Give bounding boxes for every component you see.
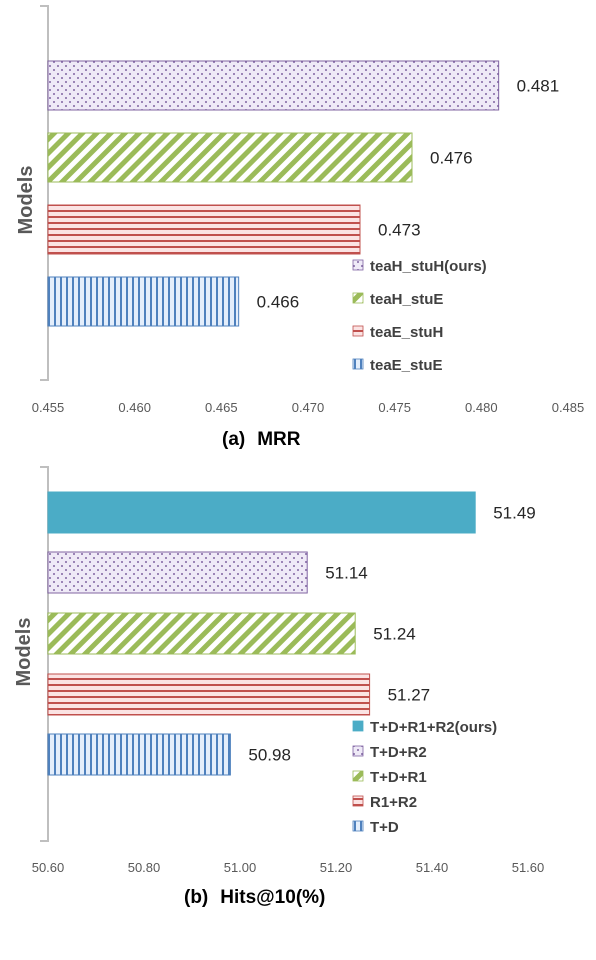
legend-swatch — [352, 745, 364, 757]
data-label: 0.466 — [257, 293, 300, 312]
panel-b: Models 51.49 51.14 51.24 51.27 50.98 50.60 50… — [13, 466, 545, 908]
legend-entry: teaH_stuE — [370, 291, 443, 308]
x-tick-label: 51.40 — [416, 860, 449, 875]
data-label: 51.27 — [388, 686, 431, 705]
caption: (a) MRR — [222, 429, 301, 450]
y-axis-label: Models — [15, 166, 37, 235]
legend-swatch — [352, 795, 364, 807]
data-label: 0.476 — [430, 149, 473, 168]
x-tick-label: 51.60 — [512, 860, 545, 875]
legend-entry: teaE_stuH — [370, 324, 443, 341]
x-tick-label: 0.455 — [32, 400, 65, 415]
panel-a: Models 0.481 0.476 0.473 0.466 0.455 0.460 0.… — [15, 5, 585, 450]
bar — [47, 673, 371, 716]
caption-title: MRR — [257, 429, 301, 450]
x-tick-label: 50.60 — [32, 860, 65, 875]
data-label: 50.98 — [248, 746, 291, 765]
bar — [47, 491, 476, 534]
bar — [47, 733, 231, 776]
bar — [47, 276, 240, 327]
data-label: 51.49 — [493, 504, 536, 523]
x-tick-label: 0.465 — [205, 400, 238, 415]
x-tick-label: 51.20 — [320, 860, 353, 875]
caption-title: Hits@10(%) — [220, 887, 325, 908]
legend-swatch — [352, 820, 364, 832]
legend-entry: T+D+R1+R2(ours) — [370, 719, 497, 736]
x-tick-label: 0.475 — [378, 400, 411, 415]
data-label: 51.24 — [373, 625, 416, 644]
caption-prefix: (a) — [222, 429, 245, 450]
legend-swatch — [352, 259, 364, 271]
x-tick-label: 51.00 — [224, 860, 257, 875]
legend-entry: T+D+R1 — [370, 769, 427, 786]
x-tick-label: 0.470 — [292, 400, 325, 415]
legend-swatch — [352, 358, 364, 370]
legend-swatch — [352, 292, 364, 304]
legend-swatch — [352, 720, 364, 732]
legend-entry: T+D+R2 — [370, 744, 427, 761]
bar — [47, 132, 413, 183]
x-tick-label: 0.480 — [465, 400, 498, 415]
bar — [47, 612, 356, 655]
data-label: 0.473 — [378, 221, 421, 240]
bar — [47, 204, 361, 255]
y-axis-bracket — [40, 5, 49, 381]
bar — [47, 60, 500, 111]
x-tick-label: 0.485 — [552, 400, 585, 415]
legend-entry: T+D — [370, 819, 399, 836]
data-label: 51.14 — [325, 564, 368, 583]
legend-entry: teaE_stuE — [370, 357, 443, 374]
legend-entry: R1+R2 — [370, 794, 417, 811]
bar — [47, 551, 308, 594]
caption: (b) Hits@10(%) — [184, 887, 325, 908]
y-axis-label: Models — [13, 618, 35, 687]
x-tick-label: 50.80 — [128, 860, 161, 875]
legend-swatch — [352, 325, 364, 337]
legend-swatch — [352, 770, 364, 782]
y-axis-bracket — [40, 466, 49, 842]
legend-entry: teaH_stuH(ours) — [370, 258, 487, 275]
caption-prefix: (b) — [184, 887, 208, 908]
data-label: 0.481 — [517, 77, 560, 96]
x-tick-label: 0.460 — [118, 400, 151, 415]
